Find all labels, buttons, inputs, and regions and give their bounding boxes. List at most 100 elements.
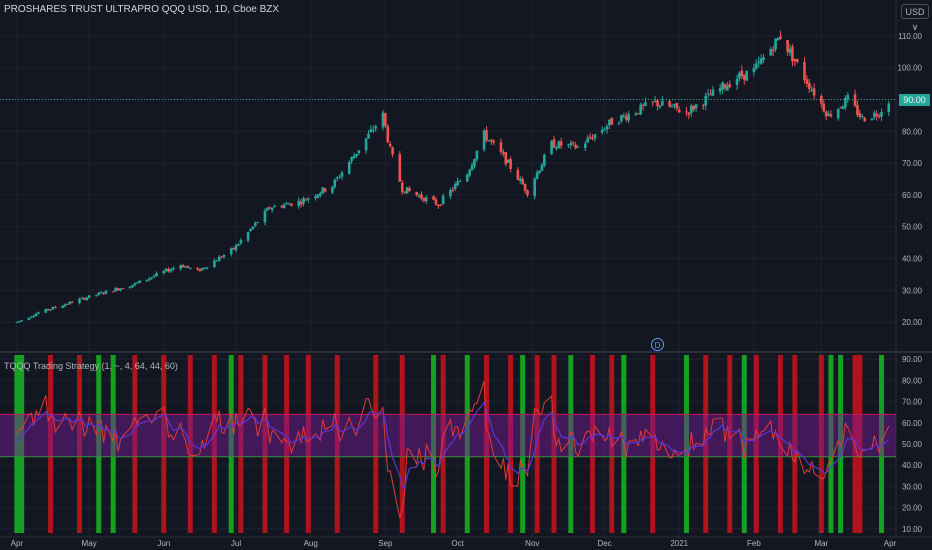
signal-bar-buy [110, 355, 116, 533]
candle-body [670, 106, 674, 108]
candle-body [538, 170, 541, 174]
signal-bar-sell [818, 355, 824, 533]
candle-body [656, 100, 659, 107]
signal-bar-sell [76, 355, 82, 533]
candle-body [518, 178, 522, 181]
candle-body [812, 88, 816, 96]
candle-body [504, 152, 508, 165]
candle-body [827, 113, 830, 116]
signal-bar-sell [852, 355, 858, 533]
dividend-marker-icon[interactable]: D [651, 338, 664, 351]
candle-body [702, 105, 705, 107]
signal-bar-sell [262, 355, 268, 533]
candle-body [282, 204, 286, 208]
candle-body [304, 199, 308, 201]
candle-body [755, 63, 758, 69]
candle-body [169, 269, 173, 272]
candle-body [355, 153, 358, 157]
candle-body [557, 141, 561, 149]
candle-body [588, 136, 592, 139]
candle-body [20, 320, 23, 322]
candle-body [213, 260, 216, 268]
candle-body [388, 143, 392, 147]
candle-body [870, 118, 874, 120]
candle-body [571, 142, 575, 144]
signal-bar-sell [534, 355, 540, 533]
candle-body [622, 115, 626, 117]
candle-body [533, 178, 537, 197]
candle-body [270, 208, 274, 210]
candle-body [689, 105, 693, 114]
candle-body [470, 164, 474, 171]
candle-body [627, 113, 630, 121]
candle-body [877, 115, 881, 117]
candle-body [543, 154, 546, 166]
signal-bar-sell [777, 355, 783, 533]
time-axis-tick-label: Sep [378, 539, 393, 548]
candle-body [254, 222, 257, 226]
candle-body [357, 150, 361, 154]
candle-body [434, 199, 438, 205]
signal-bar-buy [568, 355, 574, 533]
candle-body [793, 58, 797, 62]
candle-body [128, 286, 132, 289]
candle-body [321, 187, 325, 194]
candle-body [824, 111, 828, 117]
chart-title: PROSHARES TRUST ULTRAPRO QQQ USD, 1D, Cb… [4, 4, 280, 15]
signal-bar-sell [305, 355, 311, 533]
candle-body [237, 244, 240, 246]
signal-bar-buy [520, 355, 526, 533]
candle-body [502, 152, 505, 154]
candle-body [290, 203, 293, 206]
candle-body [138, 280, 141, 284]
candle-body [509, 159, 512, 169]
candle-body [114, 288, 117, 292]
candle-body [133, 283, 137, 285]
candle-body [721, 82, 724, 90]
candle-body [203, 267, 207, 269]
candle-body [490, 139, 493, 142]
indicator-title: TQQQ Trading Strategy (1, ~, 4, 64, 44, … [4, 361, 178, 371]
candle-body [726, 85, 729, 91]
candle-body [822, 103, 826, 112]
signal-bar-buy [838, 355, 844, 533]
time-axis-tick-label: Oct [451, 539, 464, 548]
candle-body [266, 208, 269, 211]
oscillator-axis-tick-label: 50.00 [902, 440, 923, 449]
candle-body [299, 201, 303, 205]
candle-body [181, 265, 185, 268]
price-axis-tick-label: 110.00 [898, 32, 922, 41]
candle-body [757, 61, 761, 63]
candle-body [740, 70, 744, 77]
candle-body [887, 103, 891, 113]
candle-body [150, 277, 154, 279]
candle-body [135, 282, 139, 284]
candle-body [694, 104, 698, 109]
candle-body [829, 114, 833, 117]
candle-body [608, 119, 611, 126]
price-axis-tick-label: 80.00 [902, 127, 923, 136]
candle-body [287, 203, 291, 205]
candle-body [677, 109, 681, 113]
candle-body [791, 46, 794, 62]
candle-body [468, 169, 471, 176]
candle-body [441, 195, 445, 205]
candle-body [567, 144, 570, 146]
candle-body [880, 112, 883, 117]
candle-body [99, 292, 103, 294]
currency-selector[interactable]: USD ∨ [901, 4, 929, 32]
candle-body [46, 308, 50, 310]
signal-bar-sell [792, 355, 798, 533]
candle-body [605, 126, 609, 130]
candle-body [196, 268, 199, 270]
candle-body [51, 306, 55, 310]
candle-body [15, 321, 19, 323]
candle-body [32, 315, 36, 317]
candle-body [111, 291, 115, 293]
signal-bar-sell [334, 355, 340, 533]
candle-body [492, 140, 496, 143]
candle-body [83, 297, 86, 300]
candle-body [27, 317, 31, 321]
candle-body [735, 78, 739, 85]
